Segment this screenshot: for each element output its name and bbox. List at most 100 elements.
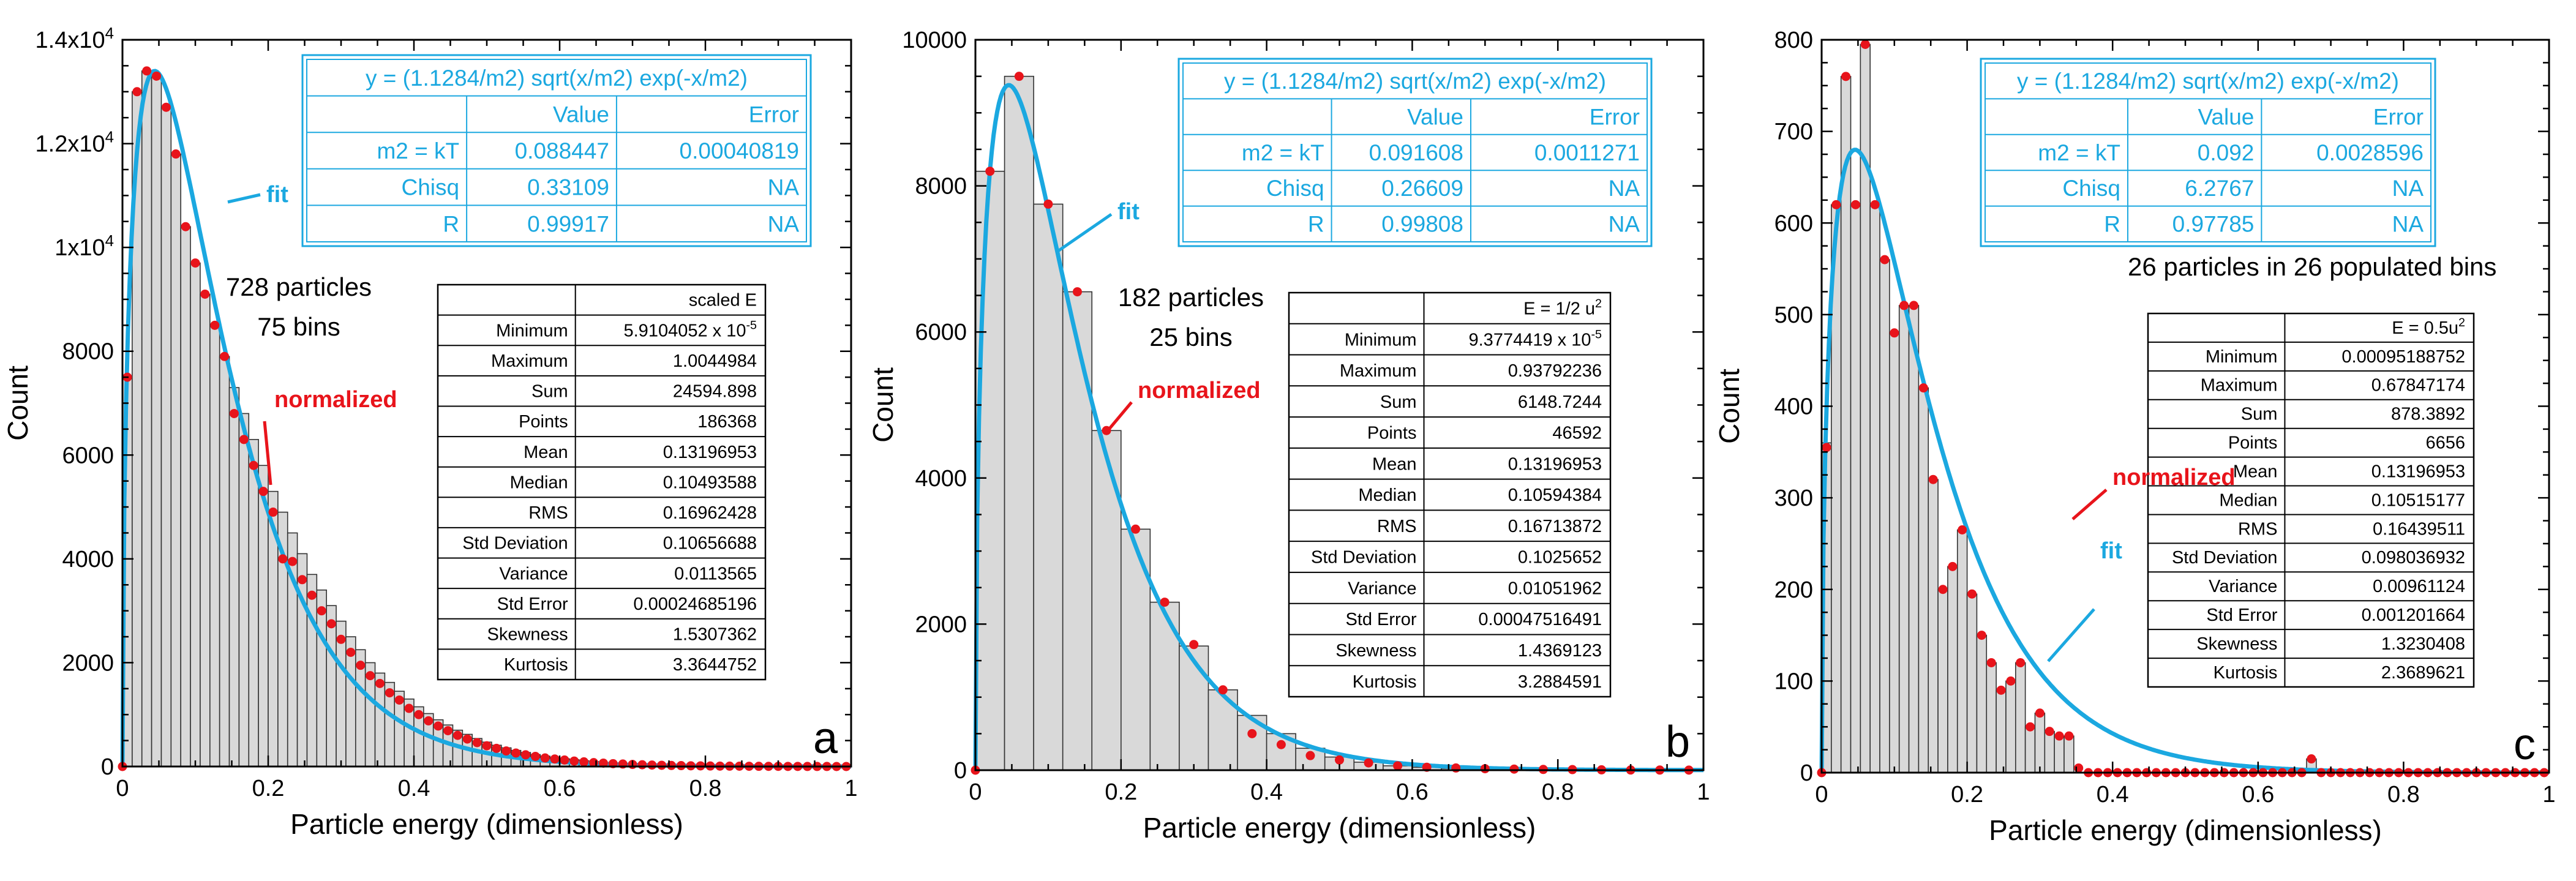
fit-parameter-table: y = (1.1284/m2) sqrt(x/m2) exp(-x/m2) Val…: [1980, 58, 2436, 247]
normalized-point: [2035, 708, 2045, 718]
normalized-point: [985, 167, 995, 176]
y-tick-label-base: 700: [1774, 119, 1813, 145]
normalized-point: [132, 87, 142, 97]
normalized-point: [258, 487, 268, 497]
particles-note: 728 particles: [226, 272, 372, 301]
histogram-bar: [1956, 529, 1968, 773]
stats-row-label: Skewness: [1335, 641, 1416, 661]
normalized-point: [569, 756, 579, 766]
stats-row-value: 0.1025652: [1518, 548, 1602, 568]
fit-col-error-header: Error: [2373, 104, 2424, 129]
histogram-bar: [209, 324, 220, 767]
histogram-bar: [160, 107, 172, 767]
normalized-point: [1977, 631, 1986, 640]
stats-row-value: 0.01051962: [1508, 579, 1602, 598]
histogram-bar: [2005, 680, 2016, 773]
y-tick-label-base: 6000: [915, 320, 967, 345]
y-axis: 0 100 200 300 400 500 600 700 800 Count: [1713, 28, 2549, 786]
histogram-bar: [170, 153, 181, 767]
histogram-bar: [2024, 726, 2036, 773]
histogram-bar: [1879, 259, 1890, 773]
fit-equation: y = (1.1284/m2) sqrt(x/m2) exp(-x/m2): [366, 66, 748, 91]
normalized-point: [1890, 328, 1899, 338]
y-tick-label-base: 4000: [915, 466, 967, 492]
normalized-point: [278, 554, 288, 564]
stats-row-label: Kurtosis: [504, 655, 568, 675]
normalized-point: [1102, 426, 1111, 435]
x-tick-label: 0: [1815, 782, 1828, 808]
histogram-bar: [1889, 332, 1900, 773]
stats-row-value-base: 0.0113565: [674, 564, 757, 583]
normalized-point: [2045, 727, 2054, 737]
fit-label: fit: [2100, 538, 2122, 564]
stats-row-value-base: 1.3230408: [2381, 634, 2465, 654]
y-tick-label: 1.2x104: [36, 129, 114, 157]
normalized-point: [1247, 729, 1257, 738]
normalized-point: [356, 661, 366, 670]
stats-row-value-base: 0.00047516491: [1478, 610, 1602, 629]
y-tick-label-base: 300: [1774, 485, 1813, 511]
normalized-point: [190, 258, 200, 268]
stats-row-value: 24594.898: [673, 382, 757, 402]
stats-row-value-base: 0.16439511: [2373, 519, 2465, 539]
normalized-point: [1880, 255, 1890, 264]
histogram-bar: [1947, 566, 1958, 773]
y-tick-label-base: 2000: [915, 612, 967, 637]
y-tick-label-base: 400: [1774, 394, 1813, 420]
stats-row-value: 878.3892: [2391, 405, 2465, 424]
stats-row-value: 1.0044984: [673, 351, 757, 371]
histogram-bar: [1004, 75, 1034, 771]
y-axis: 0 2000 4000 6000 8000 10000 Count: [867, 28, 1703, 784]
normalized-point: [434, 721, 443, 731]
histogram-bar: [2015, 662, 2026, 773]
stats-row-value-base: 1.0044984: [673, 351, 757, 371]
normalized-point: [2016, 658, 2026, 667]
y-tick-label-base: 100: [1774, 669, 1813, 694]
normalized-point: [550, 754, 560, 764]
stats-row-value: 0.13196953: [1508, 454, 1602, 474]
normalized-point: [1131, 524, 1141, 534]
stats-row-value: 0.10656688: [663, 534, 757, 553]
histogram-bar: [200, 293, 211, 767]
y-tick-label-base: 1x10: [54, 235, 105, 261]
fit-table-inner-border: [1985, 62, 2431, 242]
stats-row-value: 0.098036932: [2362, 548, 2465, 568]
stats-row-value: 6656: [2425, 433, 2465, 453]
stats-border: [2147, 312, 2475, 688]
y-tick-label-base: 0: [1800, 760, 1813, 786]
normalized-point: [1189, 640, 1199, 650]
normalized-point: [307, 590, 317, 600]
histogram-bar: [306, 574, 318, 767]
normalized-point: [1986, 658, 1996, 667]
normalized-point: [200, 289, 210, 299]
normalized-points: [118, 66, 851, 771]
histogram-bar: [2063, 735, 2075, 773]
y-tick-label: 800: [1774, 28, 1813, 53]
y-tick-label-base: 8000: [915, 174, 967, 200]
stats-row-value-base: 3.2884591: [1518, 672, 1602, 692]
stats-row-label: Median: [510, 473, 568, 492]
annotations: 728 particles 75 bins fit normalized a: [226, 182, 838, 763]
stats-row-value: 0.001201664: [2362, 605, 2465, 625]
histogram-bar: [1928, 479, 1939, 773]
normalized-point: [181, 222, 190, 231]
stats-row-value: 0.00047516491: [1478, 610, 1602, 629]
bins-note: 75 bins: [257, 312, 340, 341]
fit-row-label: Chisq: [1266, 176, 1324, 201]
stats-row-value-base: 0.93792236: [1508, 361, 1602, 381]
histogram-bar: [1986, 662, 1997, 773]
stats-row-value: 6148.7244: [1518, 392, 1602, 412]
fit-parameter-table: y = (1.1284/m2) sqrt(x/m2) exp(-x/m2) Val…: [1177, 58, 1653, 247]
y-tick-label: 8000: [62, 339, 114, 365]
y-axis-title: Count: [867, 367, 899, 443]
histogram-bar: [1918, 387, 1929, 773]
stats-row-label: Variance: [499, 564, 568, 583]
normalized-point: [2307, 754, 2316, 764]
stats-row-value-base: 0.10656688: [663, 534, 757, 553]
stats-row-value: 3.2884591: [1518, 672, 1602, 692]
normalized-point: [152, 71, 162, 81]
fit-row-label: R: [1308, 212, 1324, 237]
normalized-point: [657, 760, 667, 770]
fit-row-error: NA: [768, 175, 800, 200]
histogram-bar: [248, 439, 259, 767]
